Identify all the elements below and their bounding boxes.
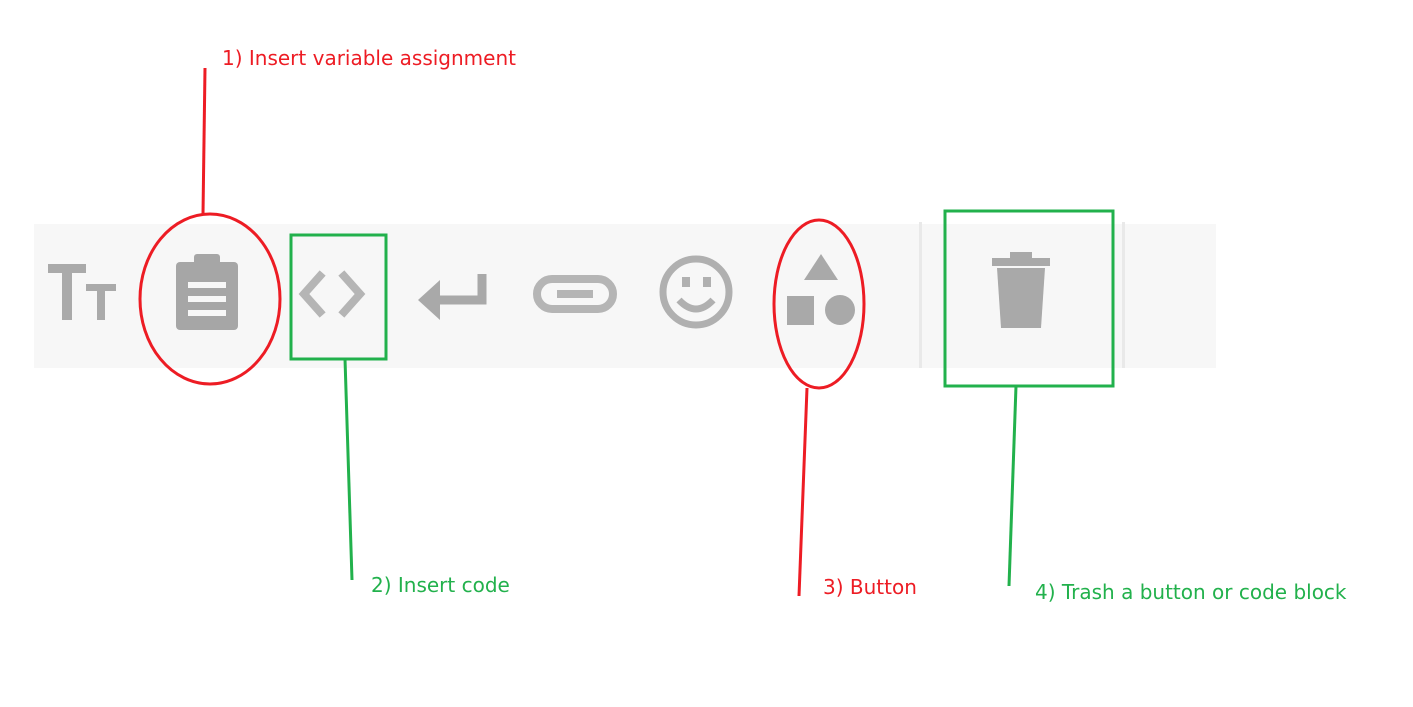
annotation-line-trash [1007, 385, 1018, 587]
toolbar-divider [1122, 222, 1125, 368]
trash-icon[interactable] [971, 246, 1071, 346]
annotation-line-button [797, 387, 809, 597]
annotation-label-button: 3) Button [823, 575, 917, 599]
annotation-label-code: 2) Insert code [371, 573, 510, 597]
toolbar-divider [919, 222, 922, 368]
return-arrow-icon[interactable] [404, 246, 504, 346]
annotation-line-variable [201, 67, 207, 215]
link-icon[interactable] [525, 246, 625, 346]
annotation-line-code [343, 358, 354, 581]
smiley-icon[interactable] [646, 246, 746, 346]
clipboard-icon[interactable] [158, 246, 258, 346]
shapes-icon[interactable] [770, 246, 870, 346]
text-size-icon[interactable] [38, 246, 138, 346]
code-brackets-icon[interactable] [282, 246, 382, 346]
annotation-label-trash: 4) Trash a button or code block [1035, 580, 1347, 604]
annotation-label-variable: 1) Insert variable assignment [222, 46, 516, 70]
